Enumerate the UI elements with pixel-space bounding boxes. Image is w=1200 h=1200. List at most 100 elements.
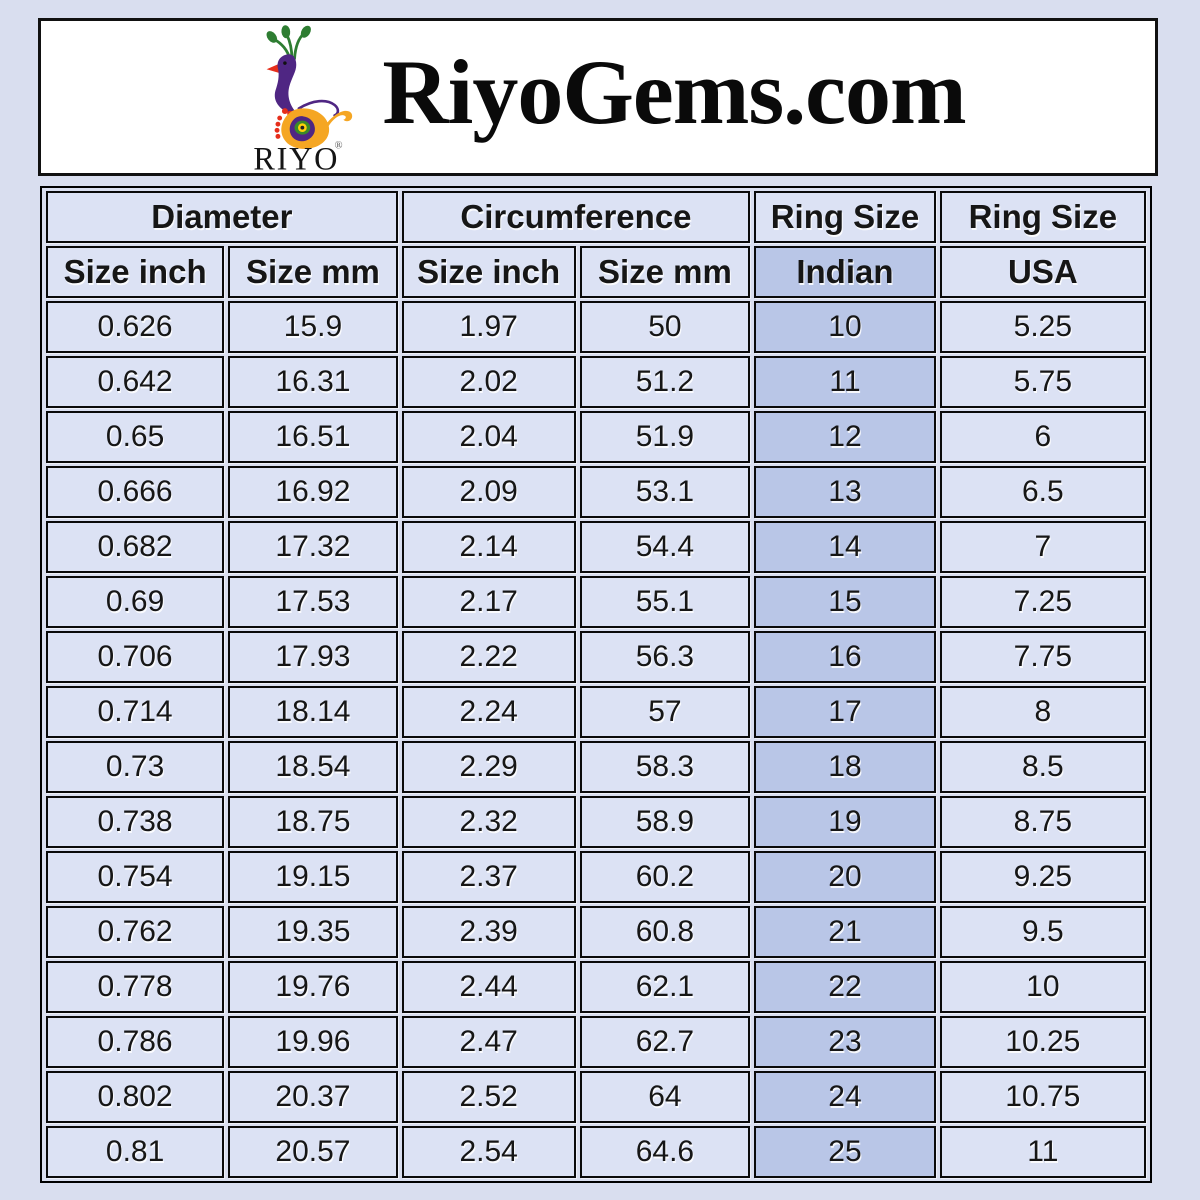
column-group-circumference: Circumference — [401, 191, 751, 243]
table-cell: 11 — [939, 1126, 1146, 1178]
table-row: 0.706 17.93 2.22 56.3 16 7.75 — [46, 631, 1146, 683]
table-cell: 16.51 — [228, 411, 398, 463]
table-cell: 56.3 — [579, 631, 751, 683]
table-cell: 20 — [754, 851, 936, 903]
table-cell: 2.24 — [401, 686, 576, 738]
table-cell: 22 — [754, 961, 936, 1013]
table-row: 0.762 19.35 2.39 60.8 21 9.5 — [46, 906, 1146, 958]
table-cell: 6 — [939, 411, 1146, 463]
peacock-logo-icon: RIYO ® — [254, 25, 353, 173]
table-cell: 15 — [754, 576, 936, 628]
sub-header-row: Size inch Size mm Size inch Size mm Indi… — [46, 246, 1146, 298]
table-cell: 18 — [754, 741, 936, 793]
table-cell: 10.25 — [939, 1016, 1146, 1068]
table-cell: 60.8 — [579, 906, 751, 958]
table-row: 0.73 18.54 2.29 58.3 18 8.5 — [46, 741, 1146, 793]
table-cell: 19.35 — [228, 906, 398, 958]
table-cell: 2.47 — [401, 1016, 576, 1068]
table-cell: 9.5 — [939, 906, 1146, 958]
table-cell: 0.802 — [46, 1071, 225, 1123]
table-row: 0.642 16.31 2.02 51.2 11 5.75 — [46, 356, 1146, 408]
table-cell: 62.7 — [579, 1016, 751, 1068]
table-cell: 51.9 — [579, 411, 751, 463]
table-row: 0.802 20.37 2.52 64 24 10.75 — [46, 1071, 1146, 1123]
table-cell: 16.31 — [228, 356, 398, 408]
table-row: 0.754 19.15 2.37 60.2 20 9.25 — [46, 851, 1146, 903]
table-cell: 19.15 — [228, 851, 398, 903]
table-cell: 58.3 — [579, 741, 751, 793]
table-cell: 7.75 — [939, 631, 1146, 683]
table-cell: 17.93 — [228, 631, 398, 683]
column-group-diameter: Diameter — [46, 191, 398, 243]
table-cell: 25 — [754, 1126, 936, 1178]
table-cell: 0.666 — [46, 466, 225, 518]
table-cell: 8.75 — [939, 796, 1146, 848]
table-cell: 20.57 — [228, 1126, 398, 1178]
table-row: 0.778 19.76 2.44 62.1 22 10 — [46, 961, 1146, 1013]
table-cell: 10.75 — [939, 1071, 1146, 1123]
table-cell: 2.17 — [401, 576, 576, 628]
group-header-row: Diameter Circumference Ring Size Ring Si… — [46, 191, 1146, 243]
table-cell: 0.738 — [46, 796, 225, 848]
column-header-diameter-mm: Size mm — [228, 246, 398, 298]
column-group-ring-size-indian: Ring Size — [754, 191, 936, 243]
table-row: 0.682 17.32 2.14 54.4 14 7 — [46, 521, 1146, 573]
table-row: 0.81 20.57 2.54 64.6 25 11 — [46, 1126, 1146, 1178]
table-row: 0.738 18.75 2.32 58.9 19 8.75 — [46, 796, 1146, 848]
table-cell: 60.2 — [579, 851, 751, 903]
table-cell: 13 — [754, 466, 936, 518]
table-cell: 0.642 — [46, 356, 225, 408]
table-cell: 18.54 — [228, 741, 398, 793]
table-cell: 0.754 — [46, 851, 225, 903]
table-cell: 9.25 — [939, 851, 1146, 903]
table-cell: 20.37 — [228, 1071, 398, 1123]
table-row: 0.786 19.96 2.47 62.7 23 10.25 — [46, 1016, 1146, 1068]
table-cell: 0.778 — [46, 961, 225, 1013]
table-cell: 51.2 — [579, 356, 751, 408]
table-cell: 16 — [754, 631, 936, 683]
table-cell: 8.5 — [939, 741, 1146, 793]
table-cell: 2.52 — [401, 1071, 576, 1123]
table-cell: 5.75 — [939, 356, 1146, 408]
table-cell: 0.706 — [46, 631, 225, 683]
table-cell: 16.92 — [228, 466, 398, 518]
brand-header: RIYO ® RiyoGems.com — [38, 18, 1158, 176]
table-cell: 2.09 — [401, 466, 576, 518]
table-cell: 2.29 — [401, 741, 576, 793]
table-cell: 64 — [579, 1071, 751, 1123]
table-cell: 2.44 — [401, 961, 576, 1013]
size-table-body: 0.626 15.9 1.97 50 10 5.25 0.642 16.31 2.02 51.2 1… — [46, 301, 1146, 1178]
table-cell: 19.76 — [228, 961, 398, 1013]
table-cell: 18.14 — [228, 686, 398, 738]
table-cell: 19.96 — [228, 1016, 398, 1068]
table-row: 0.65 16.51 2.04 51.9 12 6 — [46, 411, 1146, 463]
table-cell: 7.25 — [939, 576, 1146, 628]
table-row: 0.69 17.53 2.17 55.1 15 7.25 — [46, 576, 1146, 628]
table-cell: 11 — [754, 356, 936, 408]
table-cell: 0.626 — [46, 301, 225, 353]
table-cell: 2.04 — [401, 411, 576, 463]
table-cell: 17.53 — [228, 576, 398, 628]
table-cell: 0.81 — [46, 1126, 225, 1178]
table-cell: 0.714 — [46, 686, 225, 738]
table-cell: 18.75 — [228, 796, 398, 848]
table-cell: 8 — [939, 686, 1146, 738]
table-cell: 1.97 — [401, 301, 576, 353]
table-row: 0.666 16.92 2.09 53.1 13 6.5 — [46, 466, 1146, 518]
table-cell: 14 — [754, 521, 936, 573]
table-cell: 50 — [579, 301, 751, 353]
ring-size-table: Diameter Circumference Ring Size Ring Si… — [40, 186, 1152, 1183]
table-cell: 6.5 — [939, 466, 1146, 518]
site-title: RiyoGems.com — [382, 41, 966, 143]
table-row: 0.626 15.9 1.97 50 10 5.25 — [46, 301, 1146, 353]
table-cell: 54.4 — [579, 521, 751, 573]
table-cell: 0.762 — [46, 906, 225, 958]
table-cell: 21 — [754, 906, 936, 958]
table-cell: 17 — [754, 686, 936, 738]
table-cell: 58.9 — [579, 796, 751, 848]
table-cell: 15.9 — [228, 301, 398, 353]
column-group-ring-size-usa: Ring Size — [939, 191, 1146, 243]
table-cell: 57 — [579, 686, 751, 738]
column-header-indian: Indian — [754, 246, 936, 298]
